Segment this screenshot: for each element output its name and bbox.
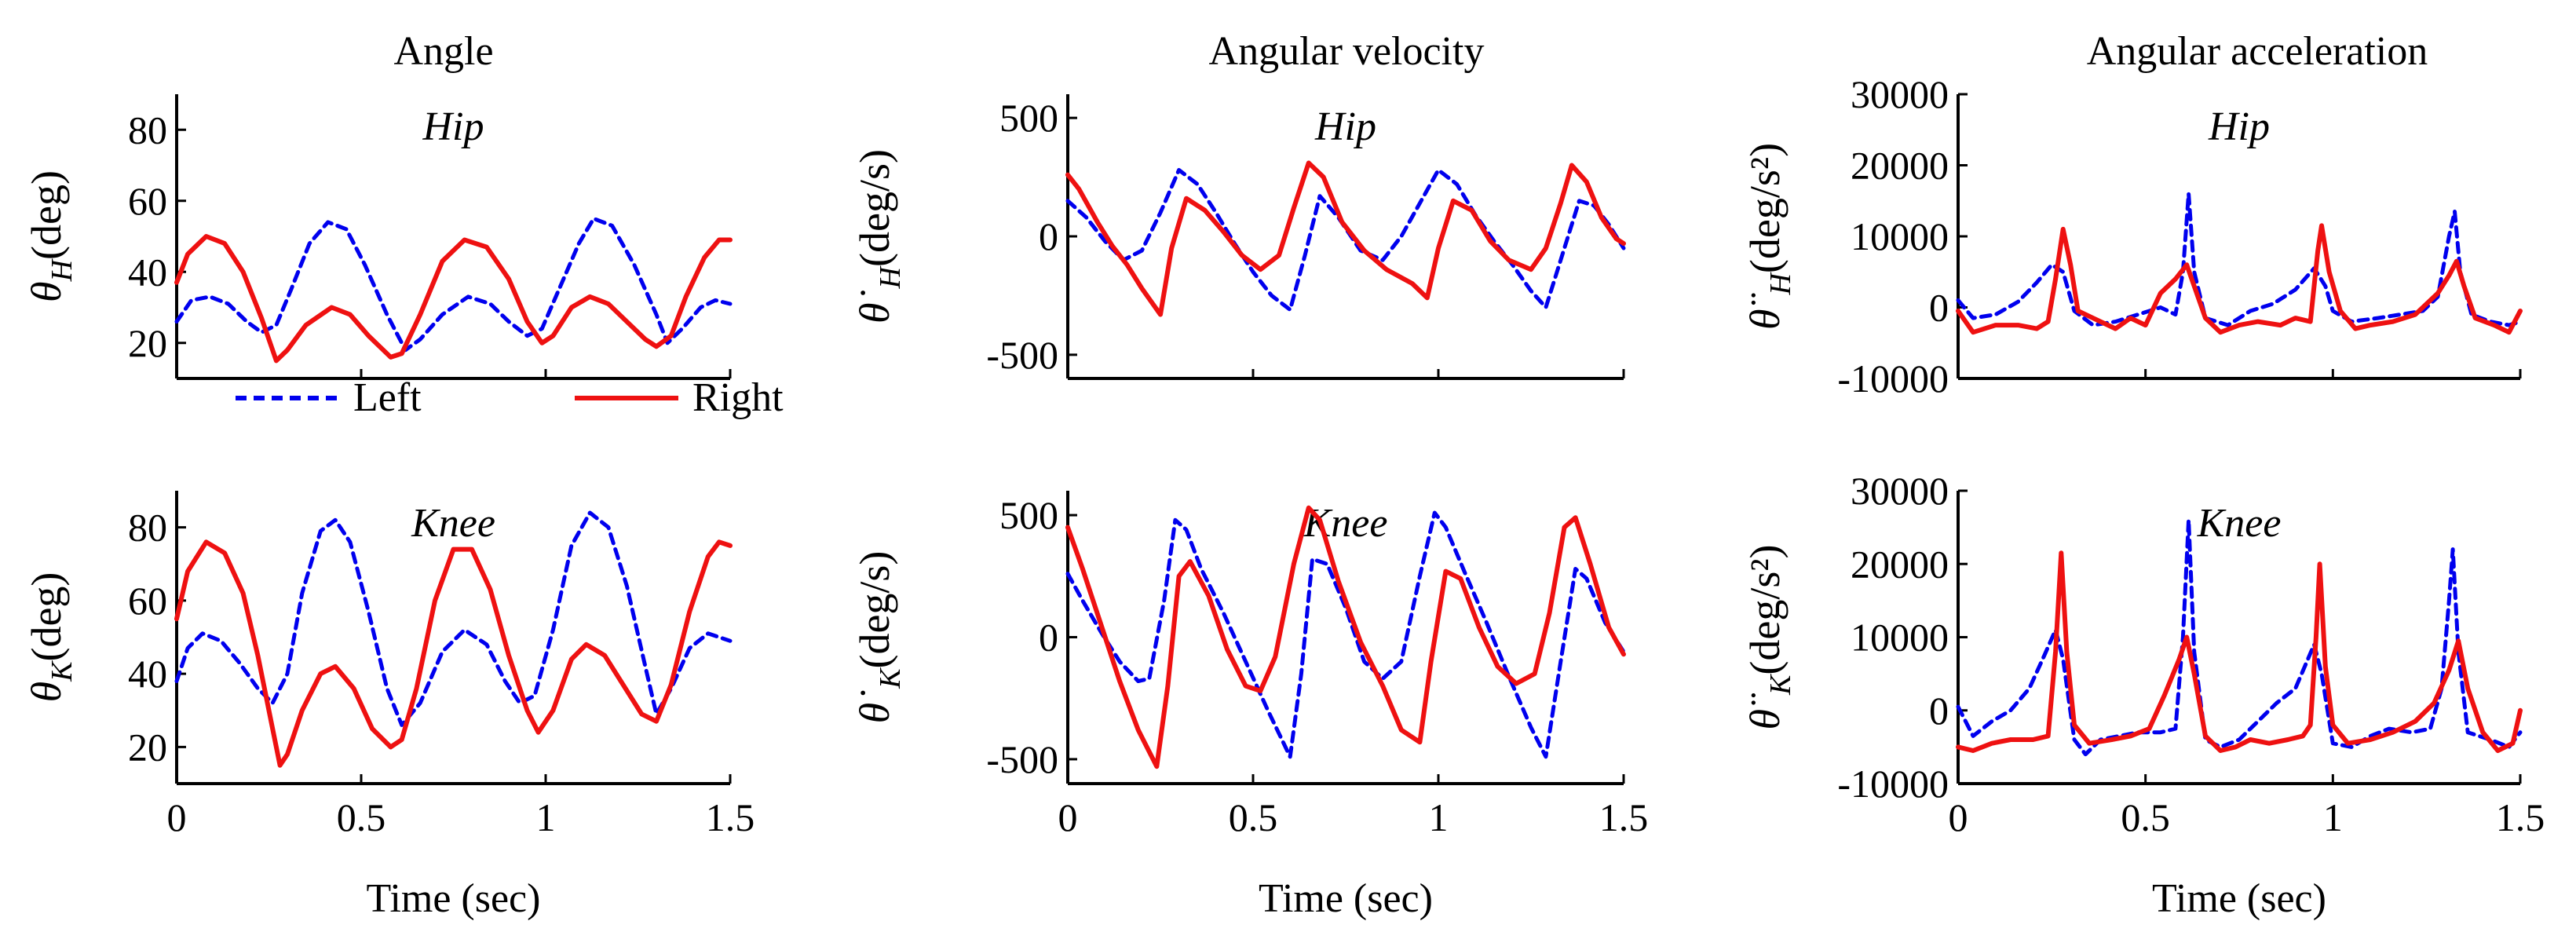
x-tick-label: 1.5 (1599, 795, 1649, 839)
series-right-line (174, 234, 733, 364)
y-tick-label: -500 (986, 333, 1058, 377)
y-axis-label: θH(deg) (23, 170, 79, 302)
panel-subtitle: Hip (422, 104, 484, 149)
column-title-angular-acceleration: Angular acceleration (2087, 29, 2428, 74)
x-tick-label: 1.5 (2496, 795, 2545, 839)
y-tick-label: -10000 (1837, 356, 1949, 400)
x-tick-label: 0 (167, 795, 187, 839)
y-axis-label: θK(deg) (23, 572, 79, 703)
y-tick-label: 80 (128, 506, 167, 550)
y-tick-label: 60 (128, 579, 167, 623)
y-tick-label: 40 (128, 652, 167, 696)
y-tick-label: 500 (999, 96, 1058, 140)
y-tick-label: 20000 (1851, 144, 1949, 188)
column-title-angular-velocity: Angular velocity (1209, 29, 1485, 74)
x-tick-label: 1 (536, 795, 556, 839)
y-tick-label: 10000 (1851, 214, 1949, 258)
y-axis-label: θ˙H(deg/s) (851, 149, 907, 323)
y-tick-label: -10000 (1837, 762, 1949, 806)
legend-right-label: Right (692, 375, 784, 420)
panel-subtitle: Knee (2197, 501, 2282, 546)
y-tick-label: 20 (128, 321, 167, 365)
panel-knee-angle: 20 40 60 80 0 0.5 1 1.5 Time (sec) Knee θK(deg) (23, 491, 755, 921)
x-axis-label: Time (sec) (1259, 876, 1433, 921)
y-tick-label: 40 (128, 250, 167, 294)
y-tick-label: 20000 (1851, 542, 1949, 586)
panel-hip-velocity: -500 0 500 Hip θ˙H(deg/s) (851, 94, 1626, 380)
series-left-line (1065, 168, 1626, 312)
x-axis-label: Time (sec) (367, 876, 541, 921)
series-right-line (174, 539, 733, 768)
y-tick-label: 0 (1039, 214, 1058, 258)
y-tick-label: 10000 (1851, 616, 1949, 660)
series-right-line (1065, 160, 1626, 317)
y-tick-label: 500 (999, 493, 1058, 537)
panel-subtitle: Knee (1303, 501, 1388, 546)
x-tick-label: 0.5 (2121, 795, 2170, 839)
series-right-line (1956, 223, 2523, 335)
y-axis-label: θ¨K(deg/s²) (1741, 544, 1797, 729)
column-title-angle: Angle (393, 29, 493, 74)
panel-subtitle: Hip (2208, 104, 2270, 149)
legend: Left Right (236, 375, 784, 420)
series-left-line (174, 216, 733, 353)
y-tick-label: 0 (1929, 286, 1949, 330)
panel-hip-angle: 20 40 60 80 Hip θH(deg) (23, 94, 733, 380)
y-tick-label: 0 (1929, 689, 1949, 733)
y-tick-label: 30000 (1851, 72, 1949, 116)
series-left-line (1065, 510, 1626, 759)
x-tick-label: 1 (1429, 795, 1449, 839)
series-left-line (174, 510, 733, 727)
series-right-line (1956, 550, 2523, 753)
series-left-line (1956, 192, 2523, 327)
panel-hip-acceleration: -10000 0 10000 20000 30000 Hip θ¨H(deg/s²) (1741, 72, 2523, 400)
y-tick-label: 0 (1039, 616, 1058, 660)
x-axis-label: Time (sec) (2152, 876, 2326, 921)
y-tick-label: -500 (986, 737, 1058, 781)
x-tick-label: 0 (1058, 795, 1078, 839)
x-tick-label: 1.5 (706, 795, 755, 839)
y-tick-label: 80 (128, 108, 167, 152)
panel-subtitle: Hip (1314, 104, 1376, 149)
y-axis-label: θ¨H(deg/s²) (1741, 143, 1797, 330)
y-tick-label: 60 (128, 179, 167, 223)
x-tick-label: 0 (1949, 795, 1968, 839)
y-axis-label: θ˙K(deg/s) (851, 551, 907, 724)
x-tick-label: 1 (2323, 795, 2343, 839)
y-tick-label: 30000 (1851, 469, 1949, 513)
legend-left-label: Left (353, 375, 422, 420)
y-tick-label: 20 (128, 725, 167, 769)
x-tick-label: 0.5 (1229, 795, 1278, 839)
series-right-line (1065, 505, 1626, 769)
panel-subtitle: Knee (411, 501, 495, 546)
x-tick-label: 0.5 (337, 795, 386, 839)
series-left-line (1956, 517, 2523, 757)
